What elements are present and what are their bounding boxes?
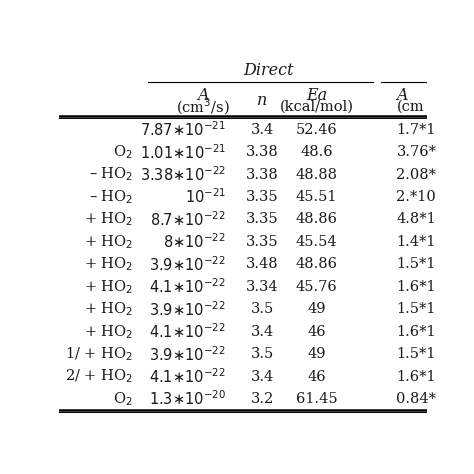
Text: 48.86: 48.86 xyxy=(296,257,337,272)
Text: $1.3{\ast}10^{-20}$: $1.3{\ast}10^{-20}$ xyxy=(149,390,226,409)
Text: 4.8*1: 4.8*1 xyxy=(396,212,436,227)
Text: + HO$_2$: + HO$_2$ xyxy=(84,255,133,273)
Text: $4.1{\ast}10^{-22}$: $4.1{\ast}10^{-22}$ xyxy=(149,277,226,296)
Text: A: A xyxy=(396,87,408,104)
Text: $1.01{\ast}10^{-21}$: $1.01{\ast}10^{-21}$ xyxy=(140,143,226,162)
Text: $7.87{\ast}10^{-21}$: $7.87{\ast}10^{-21}$ xyxy=(140,120,226,139)
Text: 45.54: 45.54 xyxy=(296,235,337,249)
Text: 48.6: 48.6 xyxy=(300,145,333,159)
Text: 1.5*1: 1.5*1 xyxy=(396,257,436,272)
Text: 3.2: 3.2 xyxy=(251,392,274,406)
Text: + HO$_2$: + HO$_2$ xyxy=(84,278,133,296)
Text: + HO$_2$: + HO$_2$ xyxy=(84,233,133,251)
Text: $10^{-21}$: $10^{-21}$ xyxy=(184,188,226,206)
Text: (cm$^3$/s): (cm$^3$/s) xyxy=(176,97,229,117)
Text: 0.84*: 0.84* xyxy=(396,392,437,406)
Text: 3.38: 3.38 xyxy=(246,168,279,182)
Text: A: A xyxy=(197,87,209,104)
Text: 3.35: 3.35 xyxy=(246,212,279,227)
Text: 46: 46 xyxy=(307,325,326,339)
Text: 3.4: 3.4 xyxy=(251,123,274,137)
Text: 1.6*1: 1.6*1 xyxy=(396,325,436,339)
Text: 49: 49 xyxy=(307,347,326,361)
Text: $3.9{\ast}10^{-22}$: $3.9{\ast}10^{-22}$ xyxy=(149,300,226,319)
Text: $3.9{\ast}10^{-22}$: $3.9{\ast}10^{-22}$ xyxy=(149,345,226,364)
Text: 2/ + HO$_2$: 2/ + HO$_2$ xyxy=(65,368,133,385)
Text: 1.5*1: 1.5*1 xyxy=(396,302,436,316)
Text: 48.86: 48.86 xyxy=(296,212,337,227)
Text: 52.46: 52.46 xyxy=(296,123,337,137)
Text: 3.35: 3.35 xyxy=(246,190,279,204)
Text: 1.7*1: 1.7*1 xyxy=(396,123,436,137)
Text: O$_2$: O$_2$ xyxy=(113,390,133,408)
Text: 2.*10: 2.*10 xyxy=(396,190,436,204)
Text: + HO$_2$: + HO$_2$ xyxy=(84,323,133,341)
Text: 3.48: 3.48 xyxy=(246,257,279,272)
Text: 1.5*1: 1.5*1 xyxy=(396,347,436,361)
Text: 45.76: 45.76 xyxy=(296,280,337,294)
Text: 1.6*1: 1.6*1 xyxy=(396,370,436,383)
Text: 3.35: 3.35 xyxy=(246,235,279,249)
Text: (kcal/mol): (kcal/mol) xyxy=(280,100,354,114)
Text: 1/ + HO$_2$: 1/ + HO$_2$ xyxy=(65,346,133,363)
Text: 1.6*1: 1.6*1 xyxy=(396,280,436,294)
Text: 45.51: 45.51 xyxy=(296,190,337,204)
Text: – HO$_2$: – HO$_2$ xyxy=(89,166,133,183)
Text: + HO$_2$: + HO$_2$ xyxy=(84,301,133,318)
Text: 46: 46 xyxy=(307,370,326,383)
Text: 3.4: 3.4 xyxy=(251,370,274,383)
Text: 3.5: 3.5 xyxy=(251,347,274,361)
Text: 3.4: 3.4 xyxy=(251,325,274,339)
Text: 2.08*: 2.08* xyxy=(396,168,437,182)
Text: $8.7{\ast}10^{-22}$: $8.7{\ast}10^{-22}$ xyxy=(150,210,226,229)
Text: 3.38: 3.38 xyxy=(246,145,279,159)
Text: $4.1{\ast}10^{-22}$: $4.1{\ast}10^{-22}$ xyxy=(149,322,226,341)
Text: (cm: (cm xyxy=(396,100,424,114)
Text: 1.4*1: 1.4*1 xyxy=(396,235,436,249)
Text: 48.88: 48.88 xyxy=(296,168,337,182)
Text: Ea: Ea xyxy=(306,87,327,104)
Text: + HO$_2$: + HO$_2$ xyxy=(84,210,133,228)
Text: 3.76*: 3.76* xyxy=(396,145,437,159)
Text: $3.9{\ast}10^{-22}$: $3.9{\ast}10^{-22}$ xyxy=(149,255,226,274)
Text: $3.38{\ast}10^{-22}$: $3.38{\ast}10^{-22}$ xyxy=(140,165,226,184)
Text: 61.45: 61.45 xyxy=(296,392,337,406)
Text: Direct: Direct xyxy=(243,62,294,79)
Text: $8{\ast}10^{-22}$: $8{\ast}10^{-22}$ xyxy=(163,233,226,251)
Text: O$_2$: O$_2$ xyxy=(113,143,133,161)
Text: 3.34: 3.34 xyxy=(246,280,279,294)
Text: 49: 49 xyxy=(307,302,326,316)
Text: n: n xyxy=(257,92,267,109)
Text: 3.5: 3.5 xyxy=(251,302,274,316)
Text: – HO$_2$: – HO$_2$ xyxy=(89,188,133,206)
Text: $4.1{\ast}10^{-22}$: $4.1{\ast}10^{-22}$ xyxy=(149,367,226,386)
